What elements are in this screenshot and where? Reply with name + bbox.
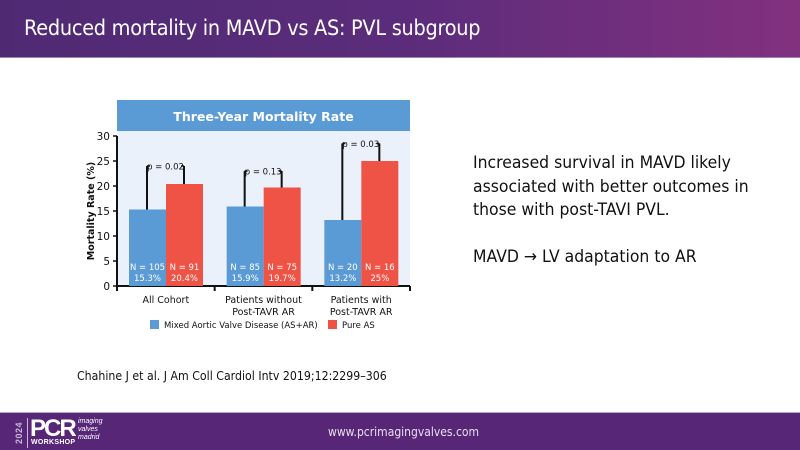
bar-n-label: N = 91 bbox=[170, 263, 200, 273]
bar-pct-label: 25% bbox=[370, 274, 389, 284]
logo-divider bbox=[27, 418, 28, 448]
logo-sub-1: imaging bbox=[78, 418, 103, 425]
logo-sub-2: valves bbox=[78, 426, 98, 433]
slide-title: Reduced mortality in MAVD vs AS: PVL sub… bbox=[24, 16, 481, 40]
y-tick-label: 20 bbox=[97, 181, 110, 193]
y-tick-label: 0 bbox=[103, 281, 110, 293]
legend-label: Mixed Aortic Valve Disease (AS+AR) bbox=[164, 321, 318, 331]
logo-brand: PCR bbox=[30, 415, 77, 442]
logo-year: 2024 bbox=[14, 421, 24, 444]
mortality-chart: Three-Year Mortality Rate 0 5 10 15 20 25 30 Mor… bbox=[80, 100, 420, 340]
bar-n-label: N = 16 bbox=[365, 263, 395, 273]
legend-swatch bbox=[328, 320, 337, 329]
legend-label: Pure AS bbox=[342, 321, 375, 331]
logo-workshop: WORKSHOP bbox=[31, 439, 76, 446]
finding-line-2: associated with better outcomes in bbox=[473, 176, 749, 197]
chart-title-bar bbox=[117, 100, 410, 131]
logo-subtitle: imaging valves madrid bbox=[78, 418, 103, 442]
bar-n-label: N = 75 bbox=[267, 263, 297, 273]
bar-mavd bbox=[226, 206, 264, 286]
p-value-label: p = 0.02 bbox=[147, 163, 184, 173]
p-value-label: p = 0.03 bbox=[342, 140, 379, 150]
p-value-label: p = 0.13 bbox=[245, 168, 282, 178]
logo-sub-3: madrid bbox=[78, 434, 100, 441]
bar-mavd bbox=[129, 209, 166, 286]
bar-pure-as bbox=[263, 187, 301, 286]
y-tick-label: 15 bbox=[97, 206, 110, 218]
x-category-label: Post-TAVR AR bbox=[330, 307, 393, 318]
x-category-label: All Cohort bbox=[142, 295, 189, 306]
bar-pct-label: 20.4% bbox=[171, 274, 198, 284]
legend-swatch bbox=[150, 320, 159, 329]
key-findings: Increased survival in MAVD likely associ… bbox=[473, 152, 767, 269]
y-tick-label: 25 bbox=[97, 156, 110, 168]
y-tick-label: 10 bbox=[97, 231, 110, 243]
slide-footer: 2024 PCR WORKSHOP imaging valves madrid … bbox=[0, 412, 800, 450]
bar-n-label: N = 105 bbox=[130, 263, 165, 273]
bar-pct-label: 19.7% bbox=[269, 274, 296, 284]
finding-line-1: Increased survival in MAVD likely bbox=[473, 153, 731, 173]
slide-header: Reduced mortality in MAVD vs AS: PVL sub… bbox=[0, 0, 800, 58]
bar-n-label: N = 20 bbox=[328, 263, 358, 273]
bar-pure-as bbox=[166, 184, 203, 286]
bar-n-label: N = 85 bbox=[230, 263, 260, 273]
y-tick-label: 5 bbox=[103, 256, 110, 268]
bar-pure-as bbox=[361, 161, 399, 286]
finding-line-4: MAVD → LV adaptation to AR bbox=[473, 246, 697, 267]
chart-title: Three-Year Mortality Rate bbox=[173, 109, 353, 124]
finding-line-3: those with post-TAVI PVL. bbox=[473, 200, 670, 220]
y-tick-label: 30 bbox=[97, 131, 110, 143]
bar-mavd bbox=[324, 220, 362, 286]
y-axis-label: Mortality Rate (%) bbox=[86, 162, 97, 260]
bar-pct-label: 15.9% bbox=[232, 274, 259, 284]
website-link[interactable]: www.pcrimagingvalves.com bbox=[328, 425, 480, 439]
bar-pct-label: 15.3% bbox=[134, 274, 161, 284]
x-category-label: Patients with bbox=[331, 295, 392, 306]
x-category-label: Patients without bbox=[225, 295, 302, 306]
bar-pct-label: 13.2% bbox=[329, 274, 356, 284]
citation: Chahine J et al. J Am Coll Cardiol Intv … bbox=[77, 368, 387, 383]
x-category-label: Post-TAVR AR bbox=[232, 307, 295, 318]
chart-svg: Three-Year Mortality Rate 0 5 10 15 20 25 30 Mor… bbox=[86, 100, 411, 331]
pcr-workshop-logo: 2024 PCR WORKSHOP imaging valves madrid bbox=[14, 415, 124, 449]
